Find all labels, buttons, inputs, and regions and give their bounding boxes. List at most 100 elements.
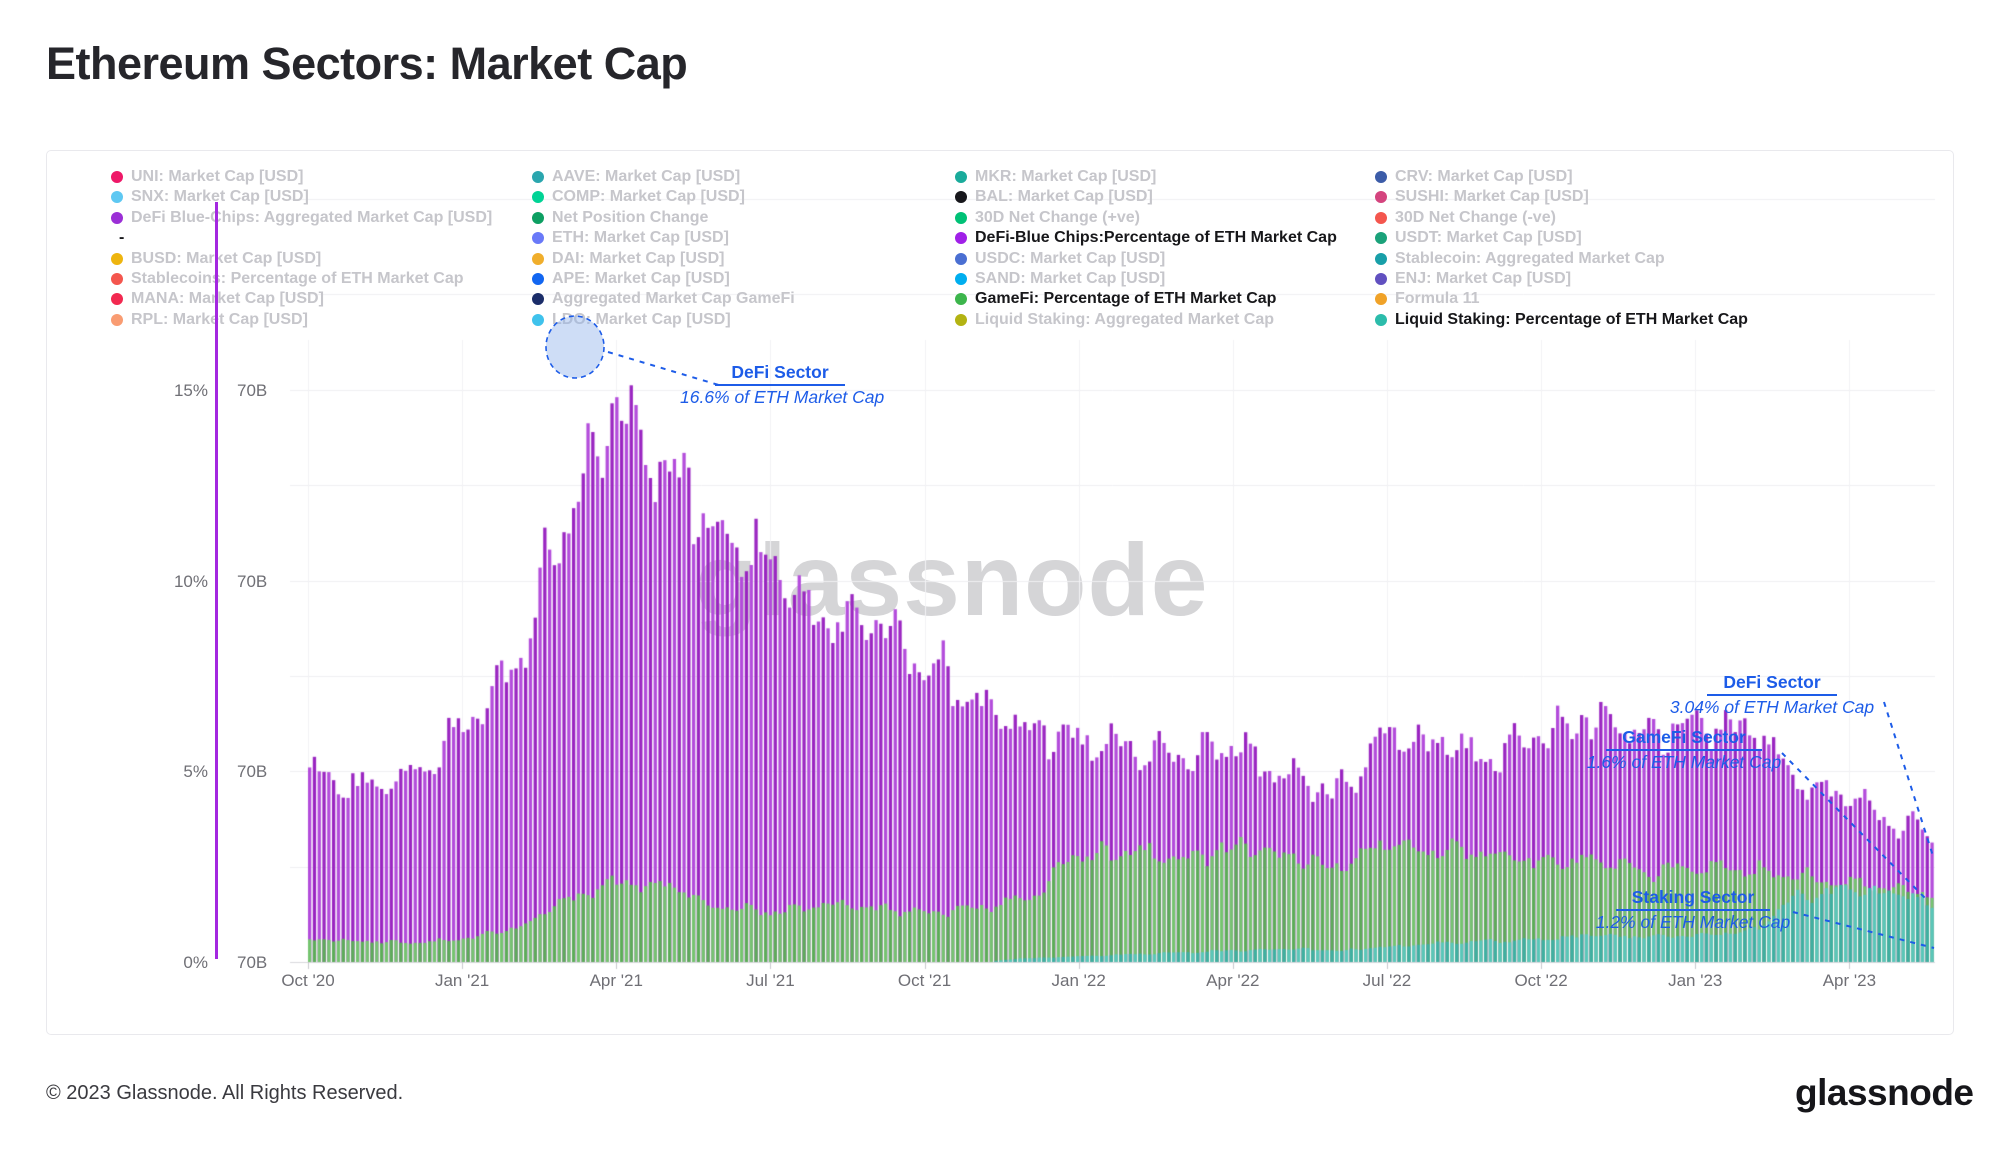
legend-item-label: DeFi Blue-Chips: Aggregated Market Cap [… — [131, 208, 493, 226]
legend-item-label: Liquid Staking: Aggregated Market Cap — [975, 310, 1274, 328]
legend-item-label: Net Position Change — [552, 208, 709, 226]
legend-dot — [532, 191, 544, 204]
legend-item-label: COMP: Market Cap [USD] — [552, 188, 745, 206]
legend-item-label: AAVE: Market Cap [USD] — [552, 168, 741, 185]
legend-item-enj-market-cap-usd[interactable]: ENJ: Market Cap [USD] — [1375, 270, 1571, 288]
x-axis-label: Jan '23 — [1668, 971, 1723, 990]
legend-item-30d-net-change-ve[interactable]: 30D Net Change (+ve) — [955, 209, 1140, 227]
legend-item-eth-market-cap-usd[interactable]: ETH: Market Cap [USD] — [532, 229, 729, 247]
legend-item-label: 30D Net Change (+ve) — [975, 208, 1140, 226]
x-axis-label: Apr '23 — [1822, 971, 1877, 990]
legend-dot — [1375, 252, 1387, 265]
legend-item-label: USDT: Market Cap [USD] — [1395, 229, 1582, 247]
legend-item-snx-market-cap-usd[interactable]: SNX: Market Cap [USD] — [111, 188, 309, 206]
legend-item-aave-market-cap-usd[interactable]: AAVE: Market Cap [USD] — [532, 168, 740, 186]
legend-dot — [955, 313, 967, 326]
y-axis-label-billions: 70B — [237, 762, 268, 782]
legend-item-stablecoins-percentage-of-eth-market-cap[interactable]: Stablecoins: Percentage of ETH Market Ca… — [111, 270, 464, 288]
legend-dot — [955, 171, 967, 183]
legend-dot — [955, 211, 967, 224]
legend-item-sushi-market-cap-usd[interactable]: SUSHI: Market Cap [USD] — [1375, 188, 1589, 206]
legend-item-usdc-market-cap-usd[interactable]: USDC: Market Cap [USD] — [955, 250, 1165, 268]
legend-item-dai-market-cap-usd[interactable]: DAI: Market Cap [USD] — [532, 250, 724, 268]
legend-item-label: SUSHI: Market Cap [USD] — [1395, 188, 1589, 206]
legend-item-defi-blue-chips-percentage-of-eth-market-cap[interactable]: DeFi-Blue Chips:Percentage of ETH Market… — [955, 229, 1337, 247]
legend-item-net-position-change[interactable]: Net Position Change — [532, 209, 708, 227]
legend-item-label: Stablecoin: Aggregated Market Cap — [1395, 249, 1665, 267]
copyright-text: © 2023 Glassnode. All Rights Reserved. — [46, 1082, 404, 1104]
legend-dot — [532, 313, 544, 326]
legend-dot — [111, 252, 123, 265]
legend-dot — [111, 211, 123, 224]
legend-dot — [111, 313, 123, 326]
x-axis-label: Apr '21 — [589, 971, 643, 990]
legend-item-mkr-market-cap-usd[interactable]: MKR: Market Cap [USD] — [955, 168, 1156, 186]
legend-item-aggregated-market-cap-gamefi[interactable]: Aggregated Market Cap GameFi — [532, 290, 795, 308]
legend-item-label: SNX: Market Cap [USD] — [131, 188, 309, 206]
y-axis-label-percent: 15% — [173, 381, 208, 400]
chart-spike-artifact — [215, 202, 218, 959]
legend-item-label: GameFi: Percentage of ETH Market Cap — [975, 290, 1277, 308]
legend-dot — [111, 191, 123, 204]
legend-item-ape-market-cap-usd[interactable]: APE: Market Cap [USD] — [532, 270, 730, 288]
legend-item-label: SAND: Market Cap [USD] — [975, 270, 1166, 287]
y-axis-label-billions: 70B — [237, 381, 268, 400]
legend-item-rpl-market-cap-usd[interactable]: RPL: Market Cap [USD] — [111, 311, 308, 329]
legend-dot — [1375, 191, 1387, 204]
legend-dot — [1375, 171, 1387, 183]
legend-item-formula-11[interactable]: Formula 11 — [1375, 290, 1479, 308]
glassnode-wordmark: glassnode — [1795, 1072, 1974, 1113]
legend-item-liquid-staking-percentage-of-eth-market-cap[interactable]: Liquid Staking: Percentage of ETH Market… — [1375, 311, 1748, 329]
legend-item-label: DAI: Market Cap [USD] — [552, 249, 725, 267]
legend-item-label: DeFi-Blue Chips:Percentage of ETH Market… — [975, 229, 1337, 247]
legend-dot — [111, 293, 123, 306]
legend-item-comp-market-cap-usd[interactable]: COMP: Market Cap [USD] — [532, 188, 745, 206]
legend-item-label: Formula 11 — [1395, 290, 1480, 308]
legend-item-sand-market-cap-usd[interactable]: SAND: Market Cap [USD] — [955, 270, 1165, 288]
x-axis-label: Jul '22 — [1362, 971, 1412, 990]
legend-dot — [955, 232, 967, 245]
x-axis-label: Oct '22 — [1514, 971, 1568, 990]
legend-item-mana-market-cap-usd[interactable]: MANA: Market Cap [USD] — [111, 290, 324, 308]
legend-item-busd-market-cap-usd[interactable]: BUSD: Market Cap [USD] — [111, 250, 321, 268]
x-axis-label: Oct '20 — [281, 971, 335, 990]
legend-item-label: MKR: Market Cap [USD] — [975, 168, 1157, 185]
y-axis-label-billions: 70B — [237, 953, 268, 972]
legend-item-label: Stablecoins: Percentage of ETH Market Ca… — [131, 270, 464, 287]
y-axis-label-percent: 10% — [173, 571, 208, 591]
legend-item-30d-net-change-ve[interactable]: 30D Net Change (-ve) — [1375, 209, 1556, 227]
x-axis-label: Oct '21 — [897, 971, 952, 990]
legend-item-gamefi-percentage-of-eth-market-cap[interactable]: GameFi: Percentage of ETH Market Cap — [955, 290, 1276, 308]
legend-item-label: CRV: Market Cap [USD] — [1395, 168, 1573, 185]
legend-item-usdt-market-cap-usd[interactable]: USDT: Market Cap [USD] — [1375, 229, 1582, 247]
legend-dot — [1375, 313, 1387, 326]
legend-dot — [955, 273, 967, 285]
legend-item-label: ENJ: Market Cap [USD] — [1395, 270, 1572, 287]
legend-dot — [1375, 211, 1387, 224]
legend-item-label: Aggregated Market Cap GameFi — [552, 290, 795, 308]
legend-dot — [1375, 273, 1387, 285]
legend-item-bal-market-cap-usd[interactable]: BAL: Market Cap [USD] — [955, 188, 1153, 206]
x-axis-label: Jan '22 — [1051, 971, 1106, 990]
legend-item-dash[interactable]: - — [111, 229, 124, 247]
legend-item-label: ETH: Market Cap [USD] — [552, 229, 729, 247]
legend-dot — [532, 252, 544, 265]
legend-item-uni-market-cap-usd[interactable]: UNI: Market Cap [USD] — [111, 168, 303, 186]
legend-item-label: APE: Market Cap [USD] — [552, 270, 730, 287]
x-axis-label: Apr '22 — [1206, 971, 1260, 990]
legend-dot — [532, 211, 544, 224]
legend-item-defi-blue-chips-aggregated-market-cap-usd[interactable]: DeFi Blue-Chips: Aggregated Market Cap [… — [111, 209, 492, 227]
legend-item-label: MANA: Market Cap [USD] — [131, 290, 324, 308]
legend-item-crv-market-cap-usd[interactable]: CRV: Market Cap [USD] — [1375, 168, 1573, 186]
legend-item-label: LDO: Market Cap [USD] — [552, 310, 731, 328]
legend-dot — [1375, 232, 1387, 245]
legend-item-ldo-market-cap-usd[interactable]: LDO: Market Cap [USD] — [532, 311, 731, 329]
legend-item-liquid-staking-aggregated-market-cap[interactable]: Liquid Staking: Aggregated Market Cap — [955, 311, 1274, 329]
legend-item-stablecoin-aggregated-market-cap[interactable]: Stablecoin: Aggregated Market Cap — [1375, 250, 1665, 268]
legend-dot — [955, 191, 967, 204]
legend-item-label: UNI: Market Cap [USD] — [131, 168, 304, 185]
legend-dot — [111, 171, 123, 183]
chart-legend: UNI: Market Cap [USD] SNX: Market Cap [US… — [0, 0, 2000, 340]
